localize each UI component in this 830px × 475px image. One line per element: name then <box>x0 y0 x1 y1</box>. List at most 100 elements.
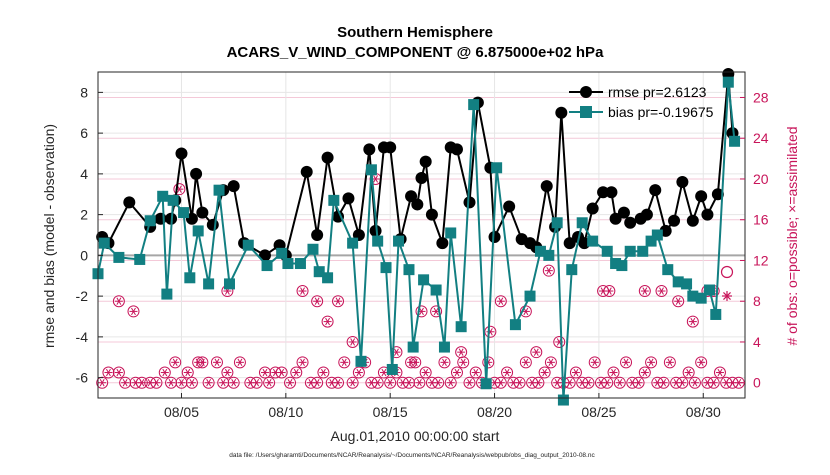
obs-assimilated-marker <box>185 368 191 377</box>
y-tick-label-left: 2 <box>80 207 88 223</box>
obs-count-point <box>150 376 163 389</box>
obs-assimilated-marker <box>387 379 393 387</box>
obs-assimilated-marker <box>231 379 237 387</box>
obs-possible-marker <box>158 366 171 379</box>
chart-title: Southern Hemisphere <box>337 24 493 41</box>
obs-assimilated-marker <box>335 379 341 387</box>
obs-assimilated-marker <box>467 379 472 387</box>
obs-count-point <box>530 346 543 359</box>
obs-assimilated-marker <box>419 307 424 316</box>
chart-subtitle: ACARS_V_WIND_COMPONENT @ 6.875000e+02 hP… <box>227 44 605 61</box>
obs-assimilated-marker <box>711 379 717 387</box>
obs-count-point <box>632 376 645 389</box>
obs-count-point <box>613 376 626 389</box>
obs-count-point <box>165 376 178 389</box>
y-tick-label-left: -6 <box>76 370 89 386</box>
obs-count-point <box>384 376 397 389</box>
x-axis-label: Aug.01,2010 00:00:00 start <box>331 428 500 444</box>
obs-possible-marker <box>713 366 726 379</box>
rmse-point <box>563 237 576 250</box>
obs-assimilated-marker <box>648 358 654 367</box>
obs-possible-marker <box>672 295 685 308</box>
bias-point <box>480 378 492 390</box>
bias-point <box>587 235 599 247</box>
obs-possible-marker <box>432 376 445 389</box>
obs-count-point <box>444 376 457 389</box>
obs-count-point <box>275 366 288 379</box>
obs-assimilated-marker <box>106 368 111 377</box>
legend-possible-marker <box>720 265 734 279</box>
obs-count-point <box>501 366 514 379</box>
data-file-note: data file: /Users/gharamti/Documents/NCA… <box>229 452 595 459</box>
obs-possible-marker <box>484 325 497 338</box>
obs-assimilated-marker <box>320 368 326 377</box>
obs-count-point <box>601 376 614 389</box>
obs-assimilated-marker <box>373 175 379 183</box>
obs-count-point <box>311 295 324 308</box>
obs-assimilated-marker <box>604 379 610 387</box>
bias-point <box>355 355 367 367</box>
y-tick-label-right: 28 <box>753 89 769 105</box>
obs-possible-marker <box>196 356 209 369</box>
rmse-point <box>436 237 449 250</box>
obs-count-point <box>663 356 676 369</box>
obs-possible-marker <box>284 376 297 389</box>
obs-count-point <box>686 315 699 328</box>
obs-assimilated-marker <box>698 358 704 367</box>
y-tick-label-right: 4 <box>753 334 761 350</box>
obs-assimilated-marker <box>116 368 122 377</box>
obs-assimilated-marker <box>523 307 529 316</box>
obs-count-point <box>413 376 426 389</box>
obs-assimilated-marker <box>154 379 159 387</box>
bias-point <box>681 278 693 290</box>
obs-count-point <box>638 285 651 298</box>
obs-assimilated-marker <box>122 379 128 387</box>
obs-possible-marker <box>632 376 645 389</box>
obs-count-point <box>112 295 125 308</box>
obs-assimilated-marker <box>266 379 272 387</box>
rmse-point <box>311 229 324 241</box>
obs-possible-marker <box>588 356 601 369</box>
obs-assimilated-marker <box>335 297 341 305</box>
obs-count-point <box>620 356 633 369</box>
bias-point <box>729 135 741 147</box>
obs-possible-marker <box>258 366 271 379</box>
obs-count-point <box>102 366 115 379</box>
y-tick-label-right: 0 <box>753 375 761 391</box>
obs-assimilated-marker <box>254 379 260 387</box>
obs-possible-marker <box>601 376 614 389</box>
rmse-point <box>411 198 424 211</box>
bias-point <box>276 247 288 259</box>
obs-possible-marker <box>175 376 188 389</box>
obs-assimilated-marker <box>736 379 742 387</box>
obs-count-point <box>707 376 720 389</box>
series-marks <box>92 68 745 406</box>
obs-assimilated-marker <box>300 287 305 295</box>
obs-possible-marker <box>338 356 351 369</box>
obs-assimilated-marker <box>176 185 182 193</box>
obs-assimilated-marker <box>314 379 320 387</box>
obs-possible-marker <box>352 366 365 379</box>
obs-possible-marker <box>210 356 223 369</box>
obs-count-point <box>185 376 198 389</box>
bias-point <box>610 258 622 270</box>
obs-possible-marker <box>494 376 507 389</box>
obs-possible-marker <box>544 356 557 369</box>
obs-count-point <box>538 366 551 379</box>
obs-count-point <box>588 356 601 369</box>
obs-possible-marker <box>102 366 115 379</box>
obs-possible-marker <box>645 356 658 369</box>
obs-possible-marker <box>346 335 359 348</box>
obs-count-point <box>513 376 526 389</box>
y-axis-label-left: rmse and bias (model - observation) <box>41 124 57 348</box>
obs-assimilated-marker <box>220 379 226 387</box>
y-tick-label-right: 20 <box>753 171 769 187</box>
obs-possible-marker <box>463 376 476 389</box>
obs-assimilated-marker <box>517 379 523 387</box>
obs-possible-marker <box>553 335 566 348</box>
bias-point <box>307 243 319 255</box>
rmse-point <box>425 208 438 221</box>
obs-count-point <box>672 295 685 308</box>
bias-point <box>393 235 405 247</box>
obs-possible-marker <box>542 264 555 277</box>
